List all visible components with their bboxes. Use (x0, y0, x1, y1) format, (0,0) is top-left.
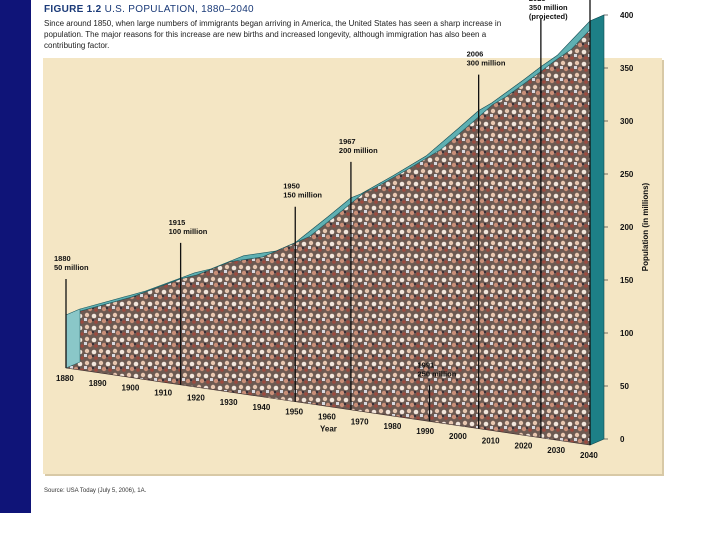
figure-source: Source: USA Today (July 5, 2006), 1A. (44, 488, 147, 494)
annotation-year: 1915 (169, 218, 186, 227)
x-tick-label: 2000 (449, 432, 467, 441)
chart-side-face (589, 14, 605, 446)
y-tick-label: 50 (620, 382, 629, 391)
y-tick-label: 300 (620, 117, 634, 126)
figure-title: FIGURE 1.2 U.S. POPULATION, 1880–2040 (44, 4, 254, 15)
y-tick-label: 350 (620, 64, 634, 73)
figure-caption: Since around 1850, when large numbers of… (44, 19, 502, 50)
x-tick-label: 1930 (220, 398, 238, 407)
annotation-value: 350 million (529, 3, 568, 12)
y-tick-label: 400 (620, 11, 634, 20)
annotation-year: 2025 (529, 0, 546, 3)
crowd-front-face (65, 20, 591, 446)
annotation-year: 1950 (283, 182, 300, 191)
annotation-value: 300 million (467, 59, 506, 68)
x-tick-label: 1890 (89, 379, 107, 388)
annotation-value: 250 million (418, 369, 457, 378)
x-tick-label: 2040 (580, 451, 598, 460)
annotation-year: 1880 (54, 254, 71, 263)
y-tick-label: 100 (620, 329, 634, 338)
x-tick-label: 1910 (154, 388, 172, 397)
annotation-note: (projected) (529, 12, 568, 21)
y-tick-label: 150 (620, 276, 634, 285)
x-tick-label: 1940 (253, 403, 271, 412)
chart-layer: 0 50 100 150 200 250 300 350 400 1880 1890 1900 1910… (54, 0, 634, 460)
x-tick-label: 1920 (187, 393, 205, 402)
annotation-value: 150 million (283, 191, 322, 200)
annotation-year: 1991 (418, 360, 435, 369)
y-axis-title: Population (in millions) (641, 182, 650, 271)
x-tick-label: 1950 (285, 408, 303, 417)
x-tick-label: 1900 (122, 384, 140, 393)
x-tick-label: 1980 (384, 422, 402, 431)
figure-label: FIGURE 1.2 (44, 4, 102, 15)
y-tick-label: 0 (620, 435, 625, 444)
accent-bar (0, 0, 31, 540)
x-tick-label: 2030 (547, 446, 565, 455)
figure-title-text: U.S. POPULATION, 1880–2040 (104, 4, 254, 15)
annotation-value: 200 million (339, 146, 378, 155)
x-tick-label: 1880 (56, 374, 74, 383)
x-tick-label: 2010 (482, 437, 500, 446)
annotation-value: 100 million (169, 227, 208, 236)
x-tick-label: 2020 (515, 441, 533, 450)
x-tick-label: 1990 (416, 427, 434, 436)
annotation-year: 2006 (467, 50, 484, 59)
y-tick-label: 250 (620, 170, 634, 179)
annotation-year: 1967 (339, 137, 356, 146)
x-axis-title: Year (320, 425, 337, 434)
accent-bar-gap (0, 513, 31, 540)
annotation-value: 50 million (54, 263, 89, 272)
chart-left-face (65, 308, 81, 369)
y-tick-label: 200 (620, 223, 634, 232)
x-tick-label: 1970 (351, 417, 369, 426)
x-tick-label: 1960 (318, 413, 336, 422)
